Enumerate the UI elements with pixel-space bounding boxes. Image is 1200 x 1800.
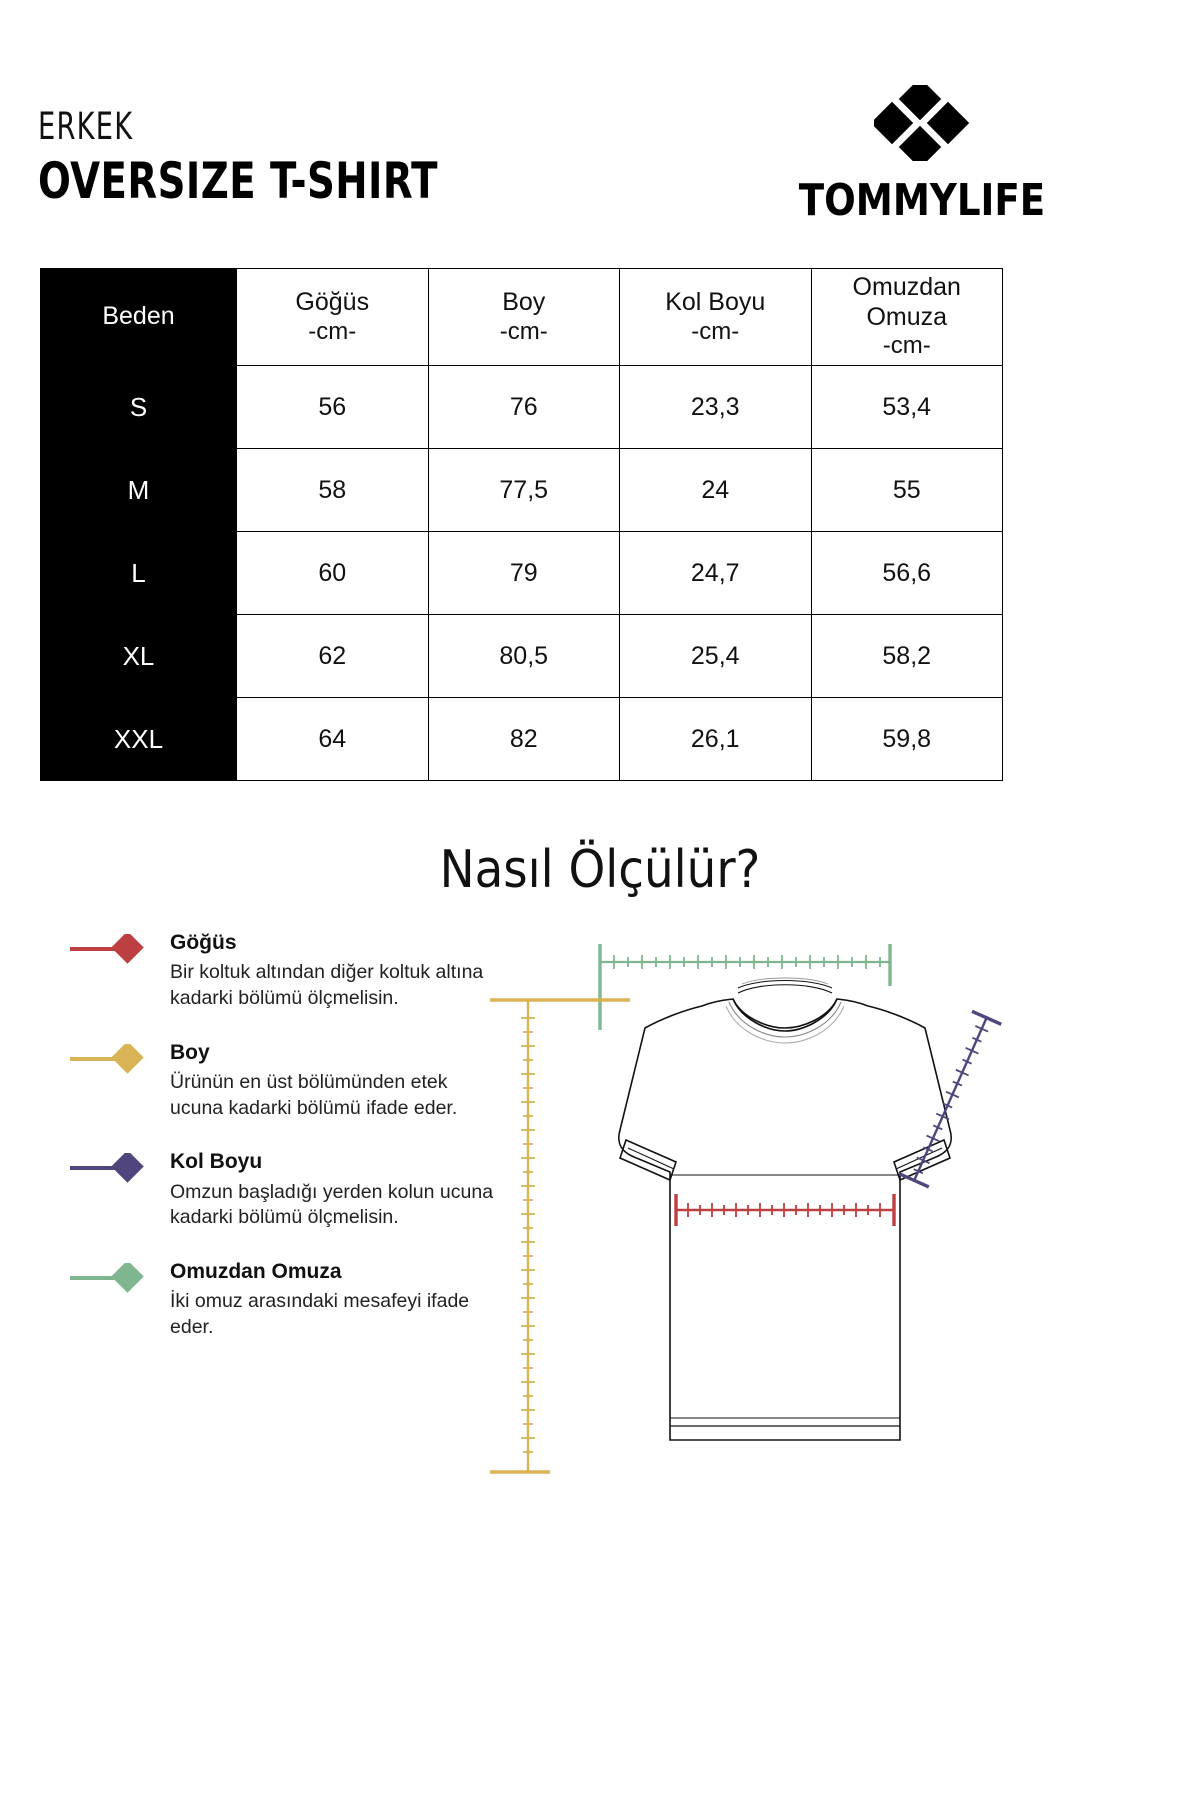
diamond-marker-icon	[70, 1260, 162, 1293]
cell-beden: L	[40, 531, 237, 615]
tshirt-outline-icon	[618, 977, 952, 1441]
table-row: S 56 76 23,3 53,4	[40, 365, 1003, 449]
table-header-row: Beden Göğüs -cm- Boy -cm- Kol Boyu -cm-	[40, 268, 1003, 366]
cell-omuzdan-omuza: 53,4	[810, 365, 1003, 449]
measurement-legend: Göğüs Bir koltuk altından diğer koltuk a…	[70, 930, 500, 1369]
table-row: M 58 77,5 24 55	[40, 448, 1003, 532]
table-row: XL 62 80,5 25,4 58,2	[40, 614, 1003, 698]
cell-gogus: 64	[236, 697, 429, 781]
cell-kol-boyu: 23,3	[619, 365, 812, 449]
cell-gogus: 58	[236, 448, 429, 532]
ruler-boy	[490, 998, 630, 1474]
table-header: Beden Göğüs -cm- Boy -cm- Kol Boyu -cm-	[40, 268, 1003, 366]
column-header-omuzdan-omuza-unit: -cm-	[882, 332, 931, 360]
cell-kol-boyu: 25,4	[619, 614, 812, 698]
legend-desc-kol-boyu: Omzun başladığı yerden kolun ucuna kadar…	[170, 1180, 494, 1229]
legend-item-gogus: Göğüs Bir koltuk altından diğer koltuk a…	[70, 930, 500, 1012]
brand-wordmark: TOMMYLIFE	[798, 175, 1046, 226]
size-table-wrapper: Beden Göğüs -cm- Boy -cm- Kol Boyu -cm-	[40, 268, 1003, 781]
page-title: OVERSIZE T-SHIRT	[38, 152, 438, 210]
column-header-kol-boyu-unit: -cm-	[691, 317, 740, 345]
column-header-boy-unit: -cm-	[499, 317, 548, 345]
column-header-kol-boyu: Kol Boyu -cm-	[619, 268, 812, 366]
table-row: XXL 64 82 26,1 59,8	[40, 697, 1003, 781]
category-kicker: ERKEK	[38, 105, 134, 148]
column-header-gogus-unit: -cm-	[308, 317, 357, 345]
four-diamond-logo-icon	[870, 77, 970, 169]
cell-gogus: 62	[236, 614, 429, 698]
cell-omuzdan-omuza: 56,6	[810, 531, 1003, 615]
cell-boy: 76	[427, 365, 620, 449]
cell-kol-boyu: 26,1	[619, 697, 812, 781]
column-header-omuzdan-omuza: Omuzdan Omuza -cm-	[810, 268, 1003, 366]
ruler-kol-boyu	[898, 1009, 1002, 1189]
legend-item-omuzdan-omuza: Omuzdan Omuza İki omuz arasındaki mesafe…	[70, 1259, 500, 1341]
brand-logo: TOMMYLIFE	[799, 77, 1045, 235]
diamond-marker-icon	[70, 931, 162, 964]
column-header-gogus: Göğüs -cm-	[236, 268, 429, 366]
table-row: L 60 79 24,7 56,6	[40, 531, 1003, 615]
legend-desc-gogus: Bir koltuk altından diğer koltuk altına …	[170, 961, 484, 1009]
legend-item-boy: Boy Ürünün en üst bölümünden etek ucuna …	[70, 1040, 500, 1122]
cell-boy: 82	[427, 697, 620, 781]
column-header-beden: Beden	[40, 268, 237, 366]
legend-desc-boy: Ürünün en üst bölümünden etek ucuna kada…	[170, 1070, 458, 1119]
diamond-marker-icon	[70, 1150, 162, 1184]
cell-boy: 80,5	[427, 614, 620, 698]
column-header-beden-label: Beden	[102, 302, 175, 331]
ruler-omuzdan-omuza	[598, 944, 892, 1030]
tshirt-diagram	[480, 940, 1040, 1500]
column-header-boy: Boy -cm-	[427, 268, 620, 366]
ruler-gogus	[674, 1194, 896, 1226]
legend-name-boy: Boy	[170, 1040, 210, 1064]
cell-gogus: 60	[236, 531, 429, 615]
size-table: Beden Göğüs -cm- Boy -cm- Kol Boyu -cm-	[40, 268, 1003, 781]
legend-item-kol-boyu: Kol Boyu Omzun başladığı yerden kolun uc…	[70, 1149, 500, 1231]
diamond-marker-icon	[70, 1040, 162, 1074]
cell-beden: XL	[40, 614, 237, 698]
cell-boy: 79	[427, 531, 620, 615]
cell-omuzdan-omuza: 55	[810, 448, 1003, 532]
legend-desc-omuzdan-omuza: İki omuz arasındaki mesafeyi ifade eder.	[170, 1290, 470, 1339]
cell-kol-boyu: 24	[619, 448, 812, 532]
column-header-omuzdan-omuza-label: Omuzdan Omuza	[852, 273, 961, 331]
page-header: ERKEK OVERSIZE T-SHIRT TOMMYLIFE	[0, 0, 1200, 250]
how-to-measure-title: Nasıl Ölçülür?	[439, 840, 761, 900]
title-block: ERKEK OVERSIZE T-SHIRT	[38, 108, 503, 208]
legend-name-kol-boyu: Kol Boyu	[170, 1150, 263, 1174]
cell-beden: S	[40, 365, 237, 449]
cell-beden: M	[40, 448, 237, 532]
cell-omuzdan-omuza: 59,8	[810, 697, 1003, 781]
column-header-boy-label: Boy	[502, 288, 546, 317]
column-header-gogus-label: Göğüs	[295, 288, 370, 317]
table-body: S 56 76 23,3 53,4 M 58 77,5 24 55 L 60 7…	[40, 365, 1003, 781]
cell-boy: 77,5	[427, 448, 620, 532]
legend-name-gogus: Göğüs	[170, 931, 237, 954]
column-header-kol-boyu-label: Kol Boyu	[665, 288, 766, 317]
cell-beden: XXL	[40, 697, 237, 781]
cell-gogus: 56	[236, 365, 429, 449]
cell-kol-boyu: 24,7	[619, 531, 812, 615]
legend-name-omuzdan-omuza: Omuzdan Omuza	[170, 1260, 342, 1284]
cell-omuzdan-omuza: 58,2	[810, 614, 1003, 698]
